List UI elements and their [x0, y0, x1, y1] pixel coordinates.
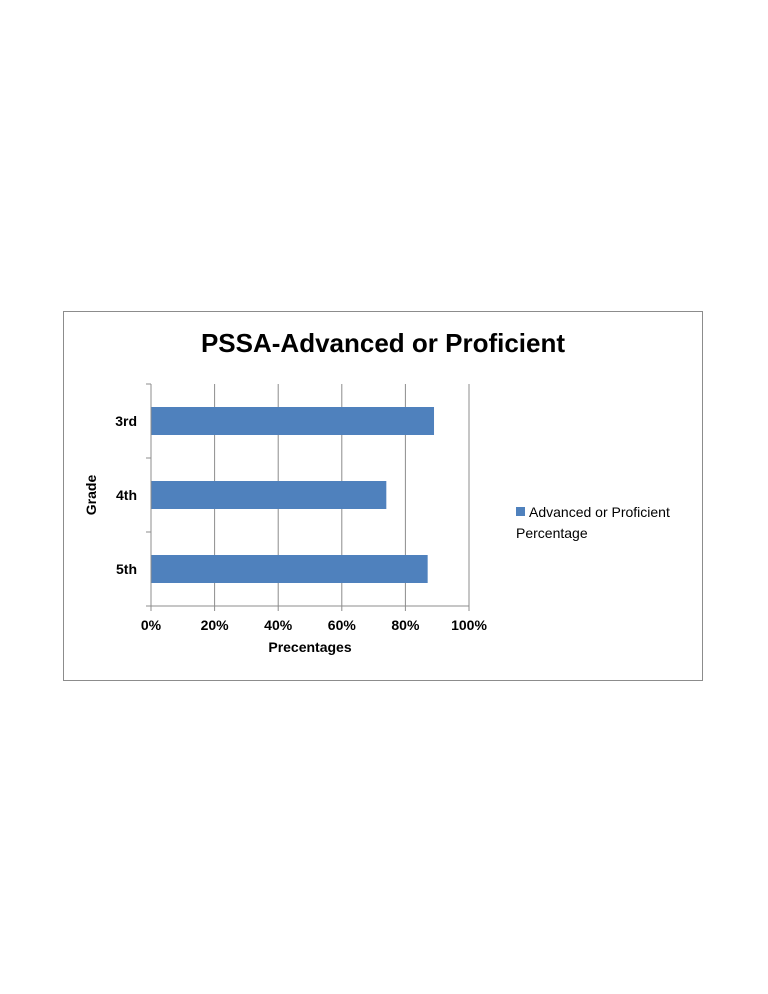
- axes: [146, 383, 470, 611]
- y-tick-label: 3rd: [115, 413, 137, 429]
- bar-3rd: [151, 407, 435, 435]
- x-tick-label: 0%: [141, 617, 162, 633]
- bar-5th: [151, 555, 428, 583]
- chart-title: PSSA-Advanced or Proficient: [200, 328, 566, 358]
- y-tick-label: 4th: [116, 487, 137, 503]
- x-axis-title: Precentages: [268, 639, 351, 655]
- x-tick-label: 100%: [451, 617, 487, 633]
- legend-label: Advanced or Proficient Percentage: [516, 504, 670, 541]
- bar-4th: [151, 481, 387, 509]
- tick-labels: 0% 20% 40% 60% 80% 100% 3rd 4th 5th: [115, 413, 487, 633]
- legend: Advanced or Proficient Percentage: [516, 502, 696, 544]
- x-tick-label: 80%: [391, 617, 420, 633]
- y-axis-title: Grade: [83, 475, 99, 516]
- x-tick-label: 60%: [328, 617, 357, 633]
- bars: [151, 407, 435, 583]
- x-tick-label: 40%: [264, 617, 293, 633]
- legend-swatch: [516, 507, 525, 516]
- chart-frame: PSSA-Advanced or Proficient 0% 20% 40% 60% 8…: [63, 311, 703, 681]
- y-tick-label: 5th: [116, 561, 137, 577]
- x-tick-label: 20%: [201, 617, 230, 633]
